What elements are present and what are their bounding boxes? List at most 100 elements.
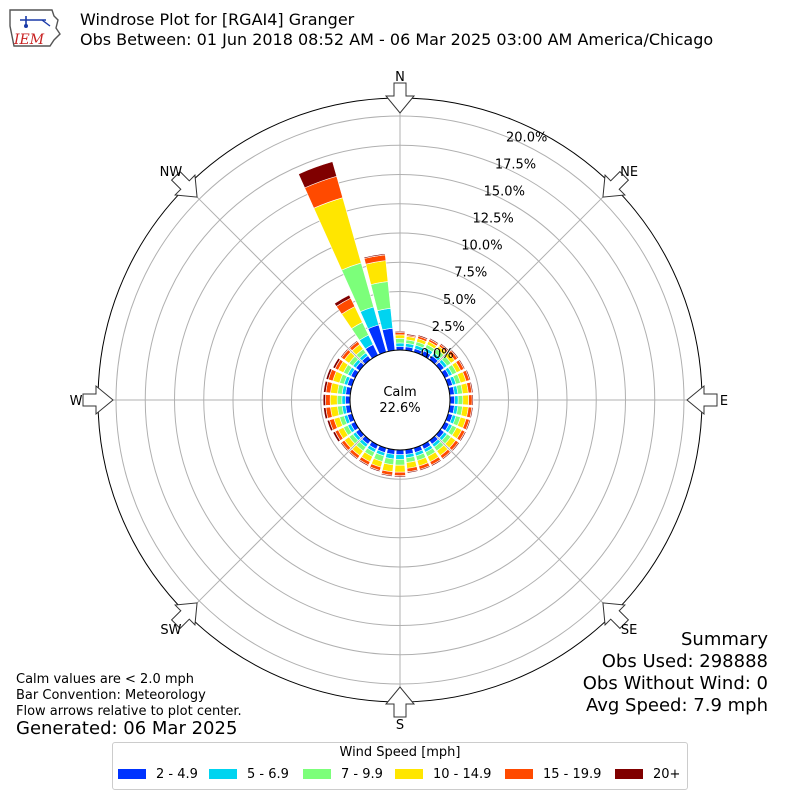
calm-label: Calm	[383, 385, 416, 400]
windrose-bar-segment	[395, 454, 405, 460]
windrose-bar-segment	[428, 337, 440, 345]
legend-item: 5 - 6.9	[209, 767, 289, 783]
grid-spoke	[186, 186, 365, 365]
legend-swatch	[615, 768, 643, 779]
grid-spoke	[435, 435, 614, 614]
windrose-bar-segment	[450, 349, 460, 359]
direction-arrow-icon	[384, 82, 416, 114]
windrose-bar-segment	[441, 451, 452, 460]
calm-note: Calm values are < 2.0 mph	[16, 672, 195, 687]
direction-arrow-icon	[602, 602, 630, 630]
windrose-bar-segment	[394, 471, 406, 477]
windrose-bar-segment	[465, 419, 471, 431]
windrose-bar-segment	[358, 459, 369, 467]
windrose-bar-segment	[329, 394, 338, 406]
windrose-bars	[298, 161, 474, 478]
windrose-bar-segment	[348, 451, 359, 460]
direction-arrow-icon	[170, 602, 198, 630]
direction-arrow-icon	[602, 170, 630, 198]
direction-arrow-icon	[82, 384, 114, 416]
windrose-bar-segment	[406, 469, 419, 474]
windrose-bar-segment	[431, 459, 442, 467]
windrose-bar-segment	[332, 431, 341, 443]
windrose-bar-segment	[469, 381, 474, 394]
grid-spoke	[186, 435, 365, 614]
radial-tick-label: 0.0%	[421, 347, 454, 362]
radial-tick-label: 12.5%	[472, 212, 513, 227]
windrose-bar-segment	[341, 395, 346, 405]
windrose-bar-segment	[451, 441, 460, 452]
windrose-bar-segment	[395, 338, 405, 344]
direction-label: SW	[160, 623, 181, 638]
radial-tick-label: 2.5%	[432, 320, 465, 335]
summary-title: Summary	[681, 629, 768, 650]
direction-arrow-icon	[384, 686, 416, 718]
calm-circle	[349, 349, 451, 451]
windrose-bar-segment	[323, 380, 329, 393]
windrose-bar-segment	[458, 358, 466, 370]
legend-item: 7 - 9.9	[303, 767, 383, 783]
windrose-bar-segment	[363, 253, 386, 259]
windrose-bar-segment	[348, 340, 359, 349]
flow-note: Flow arrows relative to plot center.	[16, 704, 242, 719]
windrose-bar-segment	[394, 330, 406, 333]
direction-label: N	[395, 70, 405, 85]
windrose-bar-segment	[380, 473, 393, 477]
direction-label: W	[70, 394, 83, 409]
direction-label: NE	[620, 165, 638, 180]
windrose-bar-segment	[468, 394, 473, 406]
chart-subtitle: Obs Between: 01 Jun 2018 08:52 AM - 06 M…	[80, 30, 714, 49]
windrose-bar-segment	[394, 334, 406, 339]
windrose-bar-segment	[462, 394, 470, 406]
generated-date: Generated: 06 Mar 2025	[16, 718, 238, 739]
windrose-bar-segment	[465, 369, 471, 381]
windrose-bar-segment	[340, 348, 349, 359]
direction-labels: N NE E SE S SW W NW	[70, 70, 729, 733]
windrose-bar-segment	[313, 197, 362, 271]
summary-obs-used: Obs Used: 298888	[601, 651, 768, 672]
radial-tick-label: 10.0%	[461, 239, 502, 254]
legend-swatch	[118, 768, 146, 779]
grid-spoke	[435, 186, 614, 365]
windrose-bar-segment	[417, 334, 429, 340]
windrose-bar-segment	[471, 394, 474, 406]
radial-tick-label: 17.5%	[495, 158, 536, 173]
windrose-bar-segment	[322, 394, 326, 406]
summary-avg-speed: Avg Speed: 7.9 mph	[586, 695, 768, 716]
windrose-bar-segment	[298, 161, 338, 189]
direction-arrows	[82, 82, 718, 718]
windrose-bar-segment	[457, 395, 464, 405]
direction-arrow-icon	[686, 384, 718, 416]
legend-item: 20+	[615, 767, 680, 783]
windrose-bar-segment	[394, 464, 406, 473]
windrose-bar-segment	[323, 407, 329, 420]
windrose-bar-segment	[326, 419, 334, 432]
calm-value: 22.6%	[379, 401, 420, 416]
direction-label: S	[396, 718, 404, 733]
radial-tick-label: 5.0%	[443, 293, 476, 308]
bar-convention-note: Bar Convention: Meteorology	[16, 688, 206, 703]
windrose-bar-segment	[394, 458, 406, 466]
windrose-bar-segment	[325, 368, 333, 381]
windrose-bar-segment	[394, 475, 406, 478]
chart-title: Windrose Plot for [RGAI4] Granger	[80, 10, 355, 29]
summary-obs-without-wind: Obs Without Wind: 0	[582, 673, 768, 694]
windrose-bar-segment	[336, 395, 343, 405]
radial-tick-label: 15.0%	[484, 185, 525, 200]
windrose-bar-segment	[333, 294, 352, 307]
windrose-bar-segment	[332, 357, 341, 369]
windrose-bar-segment	[345, 395, 351, 405]
windrose-bar-segment	[395, 342, 405, 347]
direction-label: SE	[621, 623, 637, 638]
windrose-bar-segment	[395, 449, 405, 455]
legend-swatch	[505, 768, 533, 779]
windrose-bar-segment	[369, 466, 381, 473]
windrose-bar-segment	[377, 308, 394, 331]
legend-swatch	[209, 768, 237, 779]
radial-tick-label: 7.5%	[454, 266, 487, 281]
windrose-bar-segment	[406, 333, 417, 338]
windrose-bar-segment	[459, 431, 467, 442]
legend-item: 10 - 14.9	[395, 767, 491, 783]
legend-title: Wind Speed [mph]	[339, 745, 461, 760]
